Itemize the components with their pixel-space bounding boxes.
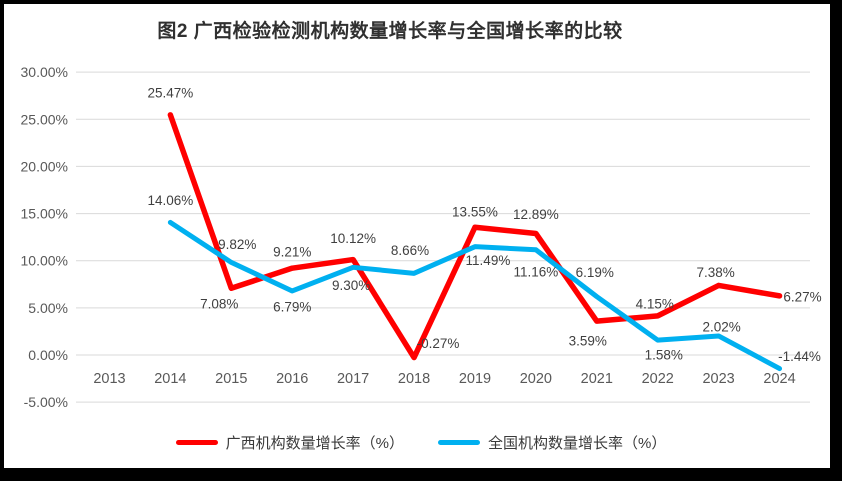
x-axis-tick-label: 2016	[276, 371, 308, 387]
legend-label-national: 全国机构数量增长率（%）	[488, 435, 667, 452]
x-axis-tick-label: 2020	[520, 371, 552, 387]
data-label-series0: 12.89%	[513, 207, 559, 222]
data-label-series1: 9.30%	[332, 278, 370, 293]
x-axis-tick-label: 2021	[581, 371, 613, 387]
legend-line-swatch-national	[438, 440, 480, 445]
legend-label-guangxi: 广西机构数量增长率（%）	[225, 435, 404, 452]
y-axis-tick-label: 0.00%	[28, 347, 68, 363]
data-label-series1: 6.19%	[576, 265, 614, 280]
x-axis-tick-label: 2018	[398, 371, 430, 387]
x-axis-tick-label: 2015	[215, 371, 247, 387]
data-label-series1: 6.79%	[273, 299, 311, 314]
data-label-series1: 2.02%	[702, 319, 740, 334]
data-label-series1: 9.82%	[218, 237, 256, 252]
x-axis-tick-label: 2023	[702, 371, 734, 387]
x-axis-tick-label: 2013	[93, 371, 125, 387]
x-axis-tick-label: 2022	[642, 371, 674, 387]
x-axis-tick-label: 2014	[154, 371, 186, 387]
data-label-series0: 6.27%	[783, 289, 821, 304]
data-label-series0: 7.08%	[200, 297, 238, 312]
x-axis-tick-label: 2024	[763, 371, 795, 387]
data-label-series0: 9.21%	[273, 245, 311, 260]
data-label-series0: 4.15%	[636, 296, 674, 311]
data-label-series1: 14.06%	[147, 193, 193, 208]
data-label-series1: 11.49%	[466, 253, 511, 268]
data-label-series0: 13.55%	[452, 205, 498, 220]
data-label-series1: 1.58%	[645, 348, 683, 363]
data-label-series0: 3.59%	[569, 334, 607, 349]
data-label-series1: 8.66%	[391, 243, 429, 258]
data-label-series0: 7.38%	[696, 265, 734, 280]
data-label-series0: -0.27%	[417, 336, 460, 351]
y-axis-tick-label: 25.00%	[21, 111, 68, 127]
data-label-series0: 10.12%	[330, 231, 376, 246]
legend-line-swatch-guangxi	[175, 440, 218, 445]
series-line-1	[167, 219, 783, 372]
chart-title: 图2 广西检验检测机构数量增长率与全国增长率的比较	[157, 21, 623, 42]
data-label-series1: -1.44%	[778, 349, 821, 364]
y-axis-tick-label: 5.00%	[28, 300, 68, 316]
legend-item-national: 全国机构数量增长率（%）	[438, 432, 666, 453]
data-label-series1: 11.16%	[513, 264, 558, 279]
y-axis-tick-label: 15.00%	[21, 206, 68, 222]
y-axis-tick-label: -5.00%	[24, 394, 68, 410]
legend-item-guangxi: 广西机构数量增长率（%）	[175, 432, 404, 453]
y-axis-tick-label: 20.00%	[21, 158, 68, 174]
y-axis-tick-label: 10.00%	[21, 253, 68, 269]
x-axis-tick-label: 2017	[337, 371, 369, 387]
x-axis-tick-label: 2019	[459, 371, 491, 387]
data-label-series0: 25.47%	[147, 85, 193, 100]
chart-legend: 广西机构数量增长率（%） 全国机构数量增长率（%）	[4, 432, 830, 453]
series-line-0	[167, 112, 783, 361]
y-axis-tick-label: 30.00%	[21, 64, 68, 80]
